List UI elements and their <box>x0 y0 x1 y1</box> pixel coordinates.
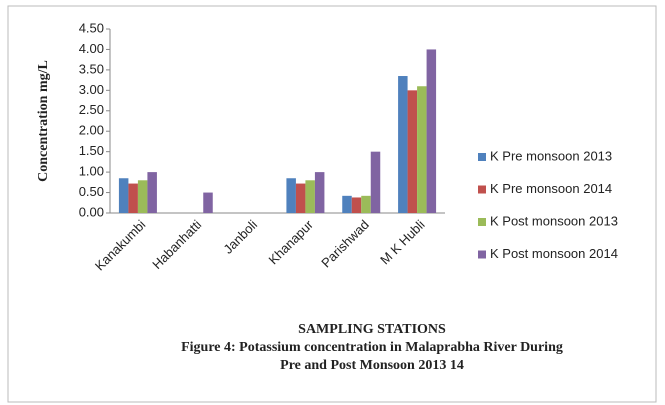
caption-line: Pre and Post Monsoon 2013 14 <box>280 358 464 373</box>
bar <box>426 49 437 213</box>
legend-swatch <box>478 218 486 226</box>
y-tick-label: 1.00 <box>79 164 104 179</box>
legend-swatch <box>478 250 486 259</box>
bar <box>342 195 352 213</box>
bar <box>351 197 362 213</box>
x-tick-label: M K Hubli <box>377 217 428 268</box>
bar <box>128 183 138 213</box>
y-tick-label: 0.50 <box>79 184 104 199</box>
caption-line: Figure 4: Potassium concentration in Mal… <box>181 340 563 355</box>
y-tick-label: 0.00 <box>79 204 104 219</box>
bar <box>314 172 325 213</box>
y-tick-label: 2.50 <box>79 102 104 117</box>
legend-label: K Pre monsoon 2013 <box>490 148 612 163</box>
bar <box>361 195 371 213</box>
y-tick-label: 1.50 <box>79 143 104 158</box>
y-tick-label: 4.50 <box>79 20 104 35</box>
bar <box>417 86 427 213</box>
y-tick-label: 2.00 <box>79 123 104 138</box>
bar <box>295 183 306 213</box>
x-tick-label: Janboli <box>220 217 260 257</box>
bar <box>286 178 296 213</box>
bar <box>203 192 213 213</box>
x-tick-label: Kanakumbi <box>92 217 149 274</box>
y-tick-label: 3.00 <box>79 82 104 97</box>
x-tick-label: Khanapur <box>265 216 316 267</box>
y-tick-label: 4.00 <box>79 41 104 56</box>
bar <box>137 180 148 213</box>
legend-swatch <box>478 185 486 194</box>
y-tick-label: 3.50 <box>79 61 104 76</box>
bar <box>305 180 315 213</box>
bar <box>118 178 129 213</box>
legend-label: K Post monsoon 2013 <box>490 213 618 228</box>
chart-frame <box>7 5 657 403</box>
bar <box>407 90 418 213</box>
x-tick-label: Parishwad <box>318 217 372 271</box>
bar <box>147 172 157 213</box>
bar <box>398 76 408 214</box>
x-axis-label: SAMPLING STATIONS <box>298 322 446 337</box>
x-tick-label: Habanhatti <box>149 217 204 272</box>
legend-label: K Post monsoon 2014 <box>490 246 618 261</box>
y-axis-label: Concentration mg/L <box>36 60 51 182</box>
bar <box>370 151 381 213</box>
legend-label: K Pre monsoon 2014 <box>490 181 612 196</box>
legend-swatch <box>478 153 486 161</box>
